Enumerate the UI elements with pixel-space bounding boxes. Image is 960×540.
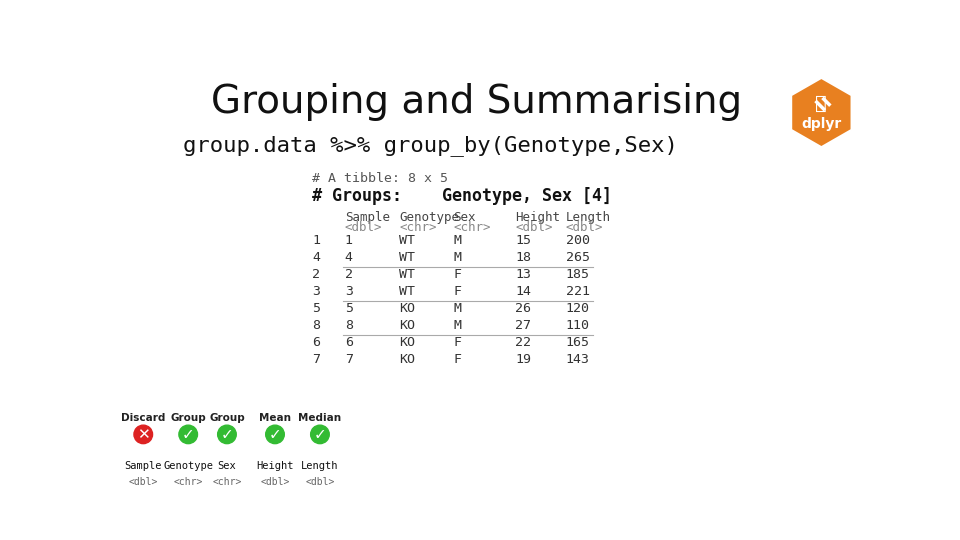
- Text: 200: 200: [565, 234, 589, 247]
- Polygon shape: [791, 78, 852, 147]
- Text: KO: KO: [399, 302, 415, 315]
- Text: 6: 6: [312, 336, 321, 349]
- Text: 2: 2: [312, 268, 321, 281]
- Text: group.data %>% group_by(Genotype,Sex): group.data %>% group_by(Genotype,Sex): [182, 135, 678, 156]
- Text: M: M: [453, 302, 461, 315]
- Text: Genotype: Genotype: [399, 211, 459, 224]
- Text: 265: 265: [565, 251, 589, 264]
- Text: <dbl>: <dbl>: [516, 221, 553, 234]
- Text: F: F: [453, 336, 461, 349]
- Text: ✓: ✓: [181, 427, 195, 442]
- Text: KO: KO: [399, 319, 415, 332]
- Text: Height: Height: [256, 461, 294, 470]
- Text: Grouping and Summarising: Grouping and Summarising: [211, 83, 742, 121]
- Text: <dbl>: <dbl>: [260, 477, 290, 487]
- Text: 26: 26: [516, 302, 531, 315]
- Text: F: F: [453, 353, 461, 366]
- Text: <chr>: <chr>: [453, 221, 491, 234]
- Text: Group: Group: [170, 413, 206, 423]
- Text: 15: 15: [516, 234, 531, 247]
- Text: 2: 2: [345, 268, 352, 281]
- Text: ✕: ✕: [137, 427, 150, 442]
- Text: 🔧: 🔧: [815, 94, 828, 113]
- Text: Mean: Mean: [259, 413, 291, 423]
- Circle shape: [179, 425, 198, 444]
- Text: <chr>: <chr>: [174, 477, 203, 487]
- Text: Median: Median: [299, 413, 342, 423]
- Text: Height: Height: [516, 211, 561, 224]
- Text: 185: 185: [565, 268, 589, 281]
- Text: Sample: Sample: [345, 211, 390, 224]
- Text: Group: Group: [209, 413, 245, 423]
- Circle shape: [311, 425, 329, 444]
- Text: <dbl>: <dbl>: [129, 477, 158, 487]
- Text: 7: 7: [345, 353, 352, 366]
- Text: 110: 110: [565, 319, 589, 332]
- Text: 19: 19: [516, 353, 531, 366]
- Text: Discard: Discard: [121, 413, 165, 423]
- Text: M: M: [453, 251, 461, 264]
- Text: 7: 7: [312, 353, 321, 366]
- Text: WT: WT: [399, 268, 415, 281]
- Text: 27: 27: [516, 319, 531, 332]
- Text: <chr>: <chr>: [399, 221, 437, 234]
- Text: KO: KO: [399, 336, 415, 349]
- Text: 13: 13: [516, 268, 531, 281]
- Text: 3: 3: [345, 285, 352, 298]
- Text: WT: WT: [399, 285, 415, 298]
- Text: <dbl>: <dbl>: [565, 221, 603, 234]
- Text: 165: 165: [565, 336, 589, 349]
- Text: 18: 18: [516, 251, 531, 264]
- Text: <dbl>: <dbl>: [345, 221, 382, 234]
- Text: Sex: Sex: [453, 211, 476, 224]
- Text: 3: 3: [312, 285, 321, 298]
- Text: 120: 120: [565, 302, 589, 315]
- Text: M: M: [453, 234, 461, 247]
- Circle shape: [134, 425, 153, 444]
- Text: KO: KO: [399, 353, 415, 366]
- Circle shape: [266, 425, 284, 444]
- Text: F: F: [453, 285, 461, 298]
- Circle shape: [218, 425, 236, 444]
- Text: dplyr: dplyr: [802, 117, 842, 131]
- Text: 5: 5: [345, 302, 352, 315]
- Text: Length: Length: [301, 461, 339, 470]
- Text: Sample: Sample: [125, 461, 162, 470]
- Text: 4: 4: [312, 251, 321, 264]
- Text: ✓: ✓: [221, 427, 233, 442]
- Text: WT: WT: [399, 251, 415, 264]
- Text: 6: 6: [345, 336, 352, 349]
- Text: 8: 8: [312, 319, 321, 332]
- Text: 5: 5: [312, 302, 321, 315]
- Text: 8: 8: [345, 319, 352, 332]
- Text: 1: 1: [312, 234, 321, 247]
- Text: 22: 22: [516, 336, 531, 349]
- Text: 14: 14: [516, 285, 531, 298]
- Text: M: M: [453, 319, 461, 332]
- Text: # Groups:    Genotype, Sex [4]: # Groups: Genotype, Sex [4]: [312, 187, 612, 205]
- Text: Sex: Sex: [218, 461, 236, 470]
- Text: Genotype: Genotype: [163, 461, 213, 470]
- Text: <chr>: <chr>: [212, 477, 242, 487]
- Text: # A tibble: 8 x 5: # A tibble: 8 x 5: [312, 172, 448, 185]
- Text: WT: WT: [399, 234, 415, 247]
- Text: 1: 1: [345, 234, 352, 247]
- Text: 143: 143: [565, 353, 589, 366]
- Text: <dbl>: <dbl>: [305, 477, 335, 487]
- Text: 221: 221: [565, 285, 589, 298]
- Text: 4: 4: [345, 251, 352, 264]
- Text: ✓: ✓: [269, 427, 281, 442]
- Text: F: F: [453, 268, 461, 281]
- Text: Length: Length: [565, 211, 611, 224]
- Text: ✓: ✓: [314, 427, 326, 442]
